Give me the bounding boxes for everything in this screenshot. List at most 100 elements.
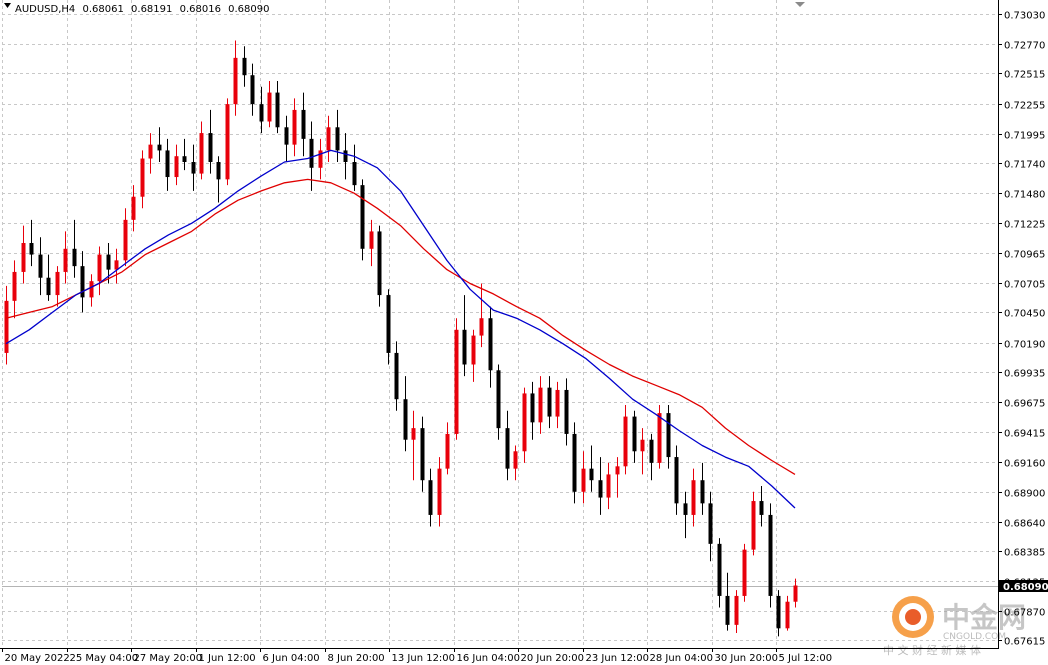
candle-body bbox=[479, 318, 484, 336]
candle-body bbox=[691, 480, 696, 515]
candle-body bbox=[123, 219, 128, 261]
candle bbox=[462, 295, 467, 377]
candle-body bbox=[759, 501, 764, 515]
y-tick-label: 0.73030 bbox=[1004, 11, 1045, 22]
candle-body bbox=[301, 109, 306, 139]
watermark: 中金网 CNGOLD.COM 中 文 财 经 新 媒 体 bbox=[883, 596, 1026, 657]
candle-body bbox=[80, 266, 85, 298]
candle-body bbox=[454, 329, 459, 434]
candle-body bbox=[683, 503, 688, 515]
candle-body bbox=[776, 595, 781, 629]
x-tick-label: 27 May 20:00 bbox=[134, 653, 203, 664]
header-low: 0.68016 bbox=[180, 4, 221, 15]
y-tick-label: 0.70705 bbox=[1004, 280, 1045, 291]
candle bbox=[683, 491, 688, 539]
candle bbox=[598, 457, 603, 515]
candle-body bbox=[403, 399, 408, 440]
candle-body bbox=[275, 92, 280, 128]
candle bbox=[157, 127, 162, 162]
candle bbox=[445, 422, 450, 475]
candle bbox=[242, 46, 247, 87]
candle-body bbox=[250, 75, 255, 105]
candle-body bbox=[734, 595, 739, 625]
x-tick-label: 30 Jun 20:00 bbox=[715, 653, 779, 664]
candle bbox=[191, 144, 196, 191]
candle bbox=[513, 445, 518, 481]
y-tick-label: 0.69935 bbox=[1004, 369, 1045, 380]
candle-body bbox=[199, 133, 204, 174]
candle-body bbox=[233, 57, 238, 105]
candle bbox=[182, 138, 187, 171]
candle bbox=[538, 376, 543, 434]
y-tick-label: 0.72515 bbox=[1004, 70, 1045, 81]
candle-body bbox=[377, 231, 382, 296]
candle-body bbox=[208, 133, 213, 162]
header-close: 0.68090 bbox=[228, 4, 269, 15]
candle bbox=[785, 595, 790, 631]
candle-body bbox=[615, 466, 620, 475]
candle bbox=[89, 274, 94, 307]
candle bbox=[80, 251, 85, 313]
candle-body bbox=[72, 248, 77, 267]
candle bbox=[691, 468, 696, 527]
header-dropdown-icon[interactable] bbox=[4, 3, 11, 8]
candle-body bbox=[793, 585, 798, 602]
candle bbox=[165, 138, 170, 191]
candle-body bbox=[182, 156, 187, 162]
candle bbox=[768, 503, 773, 608]
candle-body bbox=[4, 300, 9, 353]
candle bbox=[199, 121, 204, 180]
candle-body bbox=[335, 127, 340, 151]
header-high: 0.68191 bbox=[131, 4, 172, 15]
watermark-logo-icon bbox=[905, 609, 921, 625]
x-tick-label: 6 Jun 04:00 bbox=[263, 653, 320, 664]
candle-body bbox=[140, 158, 145, 197]
candle bbox=[615, 457, 620, 498]
x-tick-label: 25 May 04:00 bbox=[70, 653, 139, 664]
x-tick-label: 8 Jun 20:00 bbox=[328, 653, 385, 664]
candle bbox=[335, 109, 340, 162]
candle-body bbox=[657, 413, 662, 463]
candle-body bbox=[174, 156, 179, 178]
candle-body bbox=[411, 428, 416, 440]
candle bbox=[581, 451, 586, 504]
candle-body bbox=[530, 393, 535, 423]
candle bbox=[55, 266, 60, 307]
candle-body bbox=[623, 416, 628, 467]
candle bbox=[63, 231, 68, 284]
chart-grid bbox=[2, 0, 998, 648]
candle-body bbox=[89, 281, 94, 298]
price-axis: 0.73030 0.72770 0.72515 0.72255 0.71995 0.717… bbox=[998, 11, 1045, 648]
candle-body bbox=[191, 162, 196, 174]
candle bbox=[776, 590, 781, 637]
candle bbox=[114, 248, 119, 284]
candle-body bbox=[428, 480, 433, 515]
candle bbox=[369, 219, 374, 267]
candle bbox=[403, 376, 408, 452]
scroll-marker-icon[interactable] bbox=[795, 2, 805, 7]
candle-body bbox=[666, 413, 671, 458]
candle-body bbox=[369, 231, 374, 249]
y-tick-label: 0.69675 bbox=[1004, 399, 1045, 410]
candle-body bbox=[394, 352, 399, 400]
candle-body bbox=[38, 254, 43, 278]
candle bbox=[505, 410, 510, 481]
candle bbox=[46, 254, 51, 301]
candle bbox=[284, 115, 289, 162]
candle-body bbox=[326, 127, 331, 151]
candle bbox=[301, 92, 306, 157]
y-tick-label: 0.71480 bbox=[1004, 190, 1045, 201]
candle-body bbox=[522, 393, 527, 452]
candle-body bbox=[267, 92, 272, 122]
candle bbox=[216, 156, 221, 203]
candle-body bbox=[242, 57, 247, 76]
x-tick-label: 28 Jun 04:00 bbox=[650, 653, 714, 664]
candle bbox=[259, 86, 264, 134]
y-tick-label: 0.67615 bbox=[1004, 637, 1045, 648]
y-tick-label: 0.70965 bbox=[1004, 250, 1045, 261]
y-tick-label: 0.68900 bbox=[1004, 489, 1045, 500]
candle bbox=[12, 260, 17, 319]
candle bbox=[250, 63, 255, 116]
candle-body bbox=[785, 601, 790, 629]
